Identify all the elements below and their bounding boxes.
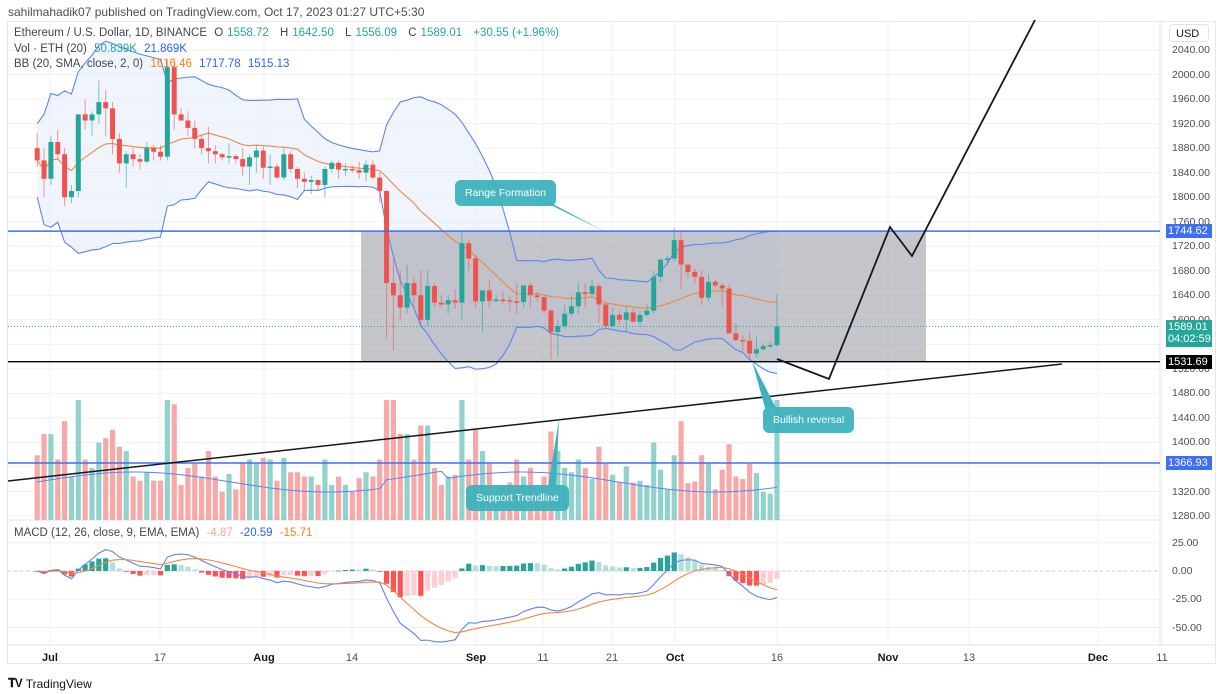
time-tick: 14: [345, 652, 359, 664]
time-tick: Nov: [877, 652, 899, 664]
price-tick: 1720.00: [1172, 240, 1210, 253]
volume-ma-value: 21.869K: [144, 43, 187, 55]
time-tick: 17: [153, 652, 167, 664]
macd-line-value: -20.59: [239, 527, 273, 539]
volume-level-price-tag: 1366.93: [1166, 456, 1212, 470]
bb-basis-value: 1616.46: [150, 58, 192, 70]
symbol-legend: Ethereum / U.S. Dollar, 1D, BINANCE O 155…: [14, 27, 559, 39]
support-price-tag: 1531.69: [1166, 355, 1212, 369]
price-tick: 1960.00: [1172, 93, 1210, 106]
bb-lower-value: 1515.13: [247, 58, 290, 70]
price-tick: 1440.00: [1172, 411, 1210, 424]
close-value: 1589.01: [420, 27, 463, 39]
publisher-caption: sahilmahadik07 published on TradingView.…: [8, 5, 425, 19]
macd-tick: 0.00: [1172, 565, 1193, 577]
price-tick: 1320.00: [1172, 485, 1210, 498]
macd-histogram-value: -4.87: [206, 527, 233, 539]
time-tick: 13: [962, 652, 976, 664]
macd-tick: 25.00: [1172, 536, 1199, 549]
trend-drawings[interactable]: [7, 19, 1063, 482]
price-tick: 1280.00: [1172, 510, 1210, 523]
support-trendline-callout[interactable]: Support Trendline: [466, 485, 569, 511]
time-tick: Aug: [253, 652, 275, 664]
volume-legend: Vol · ETH (20) 50.839K 21.869K: [14, 43, 187, 55]
candle-countdown: 04:02:59: [1168, 333, 1211, 345]
currency-selector[interactable]: USD: [1169, 24, 1209, 42]
time-tick: 16: [770, 652, 784, 664]
low-value: 1556.09: [355, 27, 398, 39]
time-tick: Sep: [465, 652, 487, 664]
price-tick: 2000.00: [1172, 68, 1210, 81]
price-tick: 1840.00: [1172, 166, 1210, 179]
range-formation-callout[interactable]: Range Formation: [455, 180, 557, 206]
price-tick: 1880.00: [1172, 142, 1210, 155]
price-tick: 1400.00: [1172, 436, 1210, 449]
tradingview-logo[interactable]: 𝐓V TradingView: [8, 676, 92, 691]
range-box[interactable]: [361, 231, 926, 362]
price-tick: 1800.00: [1172, 191, 1210, 204]
open-value: 1558.72: [227, 27, 269, 39]
change-value: +30.55 (+1.96%): [473, 27, 559, 39]
bb-legend: BB (20, SMA, close, 2, 0) 1616.46 1717.7…: [14, 58, 290, 70]
price-tick: 1480.00: [1172, 387, 1210, 400]
macd-legend: MACD (12, 26, close, 9, EMA, EMA) -4.87 …: [14, 527, 313, 539]
macd-tick: -25.00: [1172, 593, 1202, 606]
bullish-reversal-callout[interactable]: Bullish reversal: [763, 407, 855, 433]
candlesticks: [34, 59, 780, 360]
time-tick: Jul: [42, 652, 58, 664]
time-tick: 21: [605, 652, 619, 664]
last-price-tag: 1589.01 04:02:59: [1166, 320, 1212, 347]
tradingview-logo-icon: 𝐓V: [8, 676, 23, 690]
price-tick: 1640.00: [1172, 289, 1210, 302]
macd-pane: [8, 542, 1160, 643]
price-tick: 2040.00: [1172, 44, 1210, 56]
bb-upper-value: 1717.78: [199, 58, 241, 70]
macd-tick: -50.00: [1172, 621, 1202, 634]
price-tick: 1920.00: [1172, 117, 1210, 130]
time-tick: Oct: [665, 652, 685, 664]
horizontal-levels[interactable]: [8, 230, 1160, 464]
macd-signal-value: -15.71: [279, 527, 313, 539]
resistance-price-tag: 1744.62: [1166, 224, 1212, 238]
volume-value: 50.839K: [94, 43, 137, 55]
symbol-name: Ethereum / U.S. Dollar, 1D, BINANCE: [14, 27, 208, 39]
time-tick: Dec: [1087, 652, 1109, 664]
time-tick: 11: [1156, 652, 1168, 664]
price-tick: 1680.00: [1172, 264, 1210, 277]
time-tick: 11: [537, 652, 549, 664]
high-value: 1642.50: [292, 27, 334, 39]
chart-frame: [7, 21, 1216, 664]
